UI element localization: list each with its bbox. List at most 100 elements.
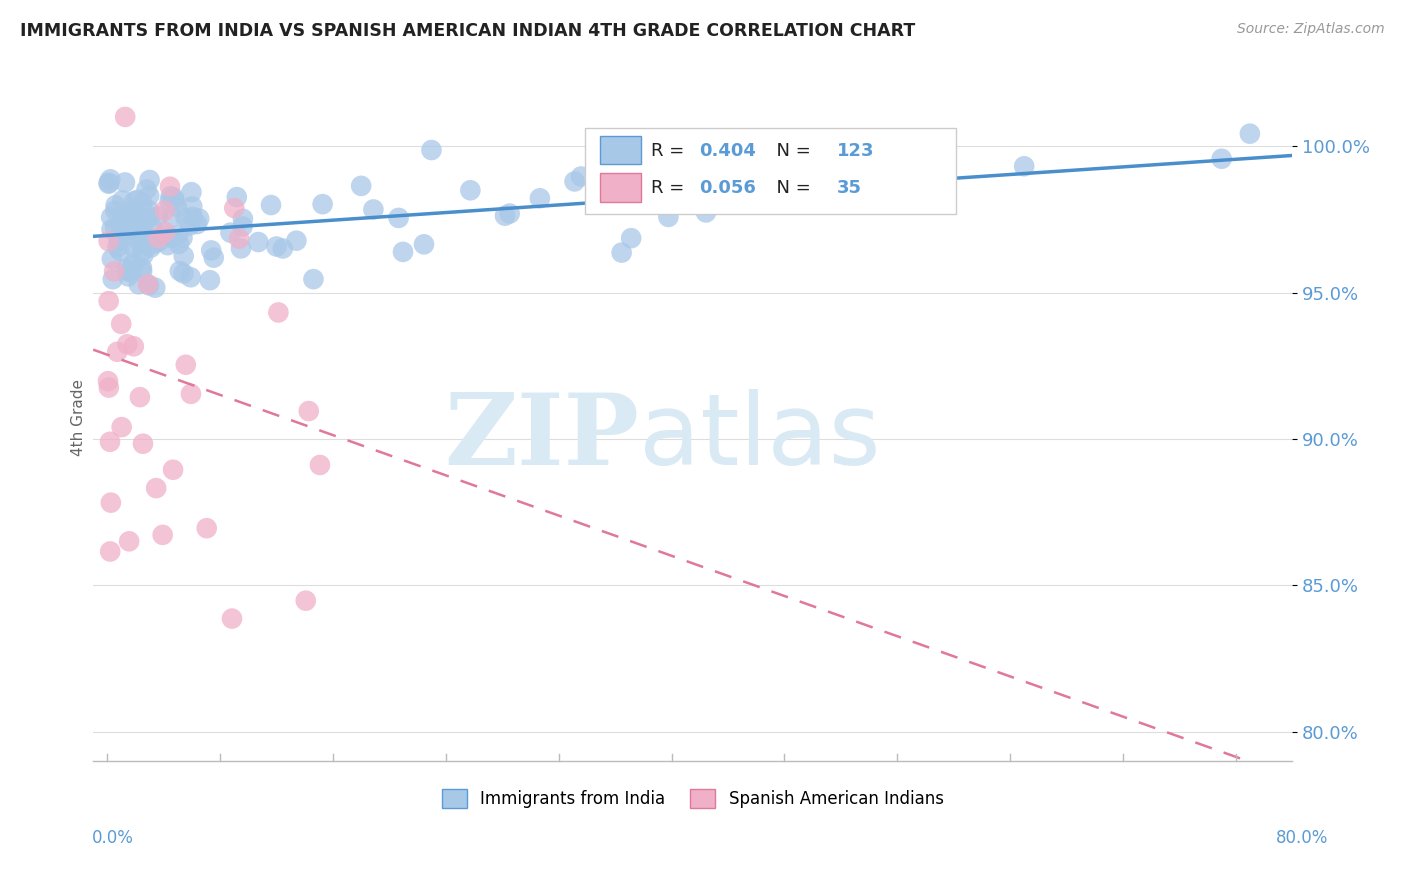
Point [1211,152,1233,166]
Point [110,244,132,259]
Text: R =: R = [651,142,690,160]
Point [695,205,717,219]
Point [229,242,252,256]
Point [350,178,373,193]
Point [174,358,197,372]
Point [111,420,134,434]
Point [100,252,122,266]
Point [135,237,157,252]
Point [122,257,145,271]
Point [121,211,143,225]
Point [200,244,222,258]
Point [181,199,204,213]
Point [163,194,186,208]
Point [260,198,283,212]
Point [131,260,153,275]
Point [97,176,120,190]
Point [1012,159,1035,173]
Point [172,231,194,245]
Point [98,544,121,558]
Point [97,294,120,309]
Point [657,210,679,224]
Text: ZIP: ZIP [444,389,638,486]
Point [135,182,157,196]
Point [232,219,254,234]
Point [159,189,181,203]
Point [138,278,160,293]
Point [117,228,139,243]
Point [195,521,218,535]
Point [110,226,132,240]
Point [132,248,155,262]
Text: atlas: atlas [638,389,880,486]
Point [111,207,134,221]
Point [311,197,333,211]
Text: N =: N = [765,142,815,160]
Point [219,226,242,240]
Point [117,269,139,284]
Point [174,211,197,225]
Point [202,251,225,265]
Point [392,244,415,259]
Point [104,203,127,218]
Point [97,234,120,248]
Point [271,242,294,256]
FancyBboxPatch shape [600,173,641,202]
Point [589,168,612,182]
Point [294,593,316,607]
Text: Source: ZipAtlas.com: Source: ZipAtlas.com [1237,22,1385,37]
Point [117,206,139,220]
Point [127,224,149,238]
Text: 35: 35 [837,179,862,197]
Point [247,235,270,249]
Point [122,258,145,272]
Point [97,381,120,395]
Text: 123: 123 [837,142,875,160]
Point [156,238,179,252]
Point [613,181,636,195]
Point [628,174,651,188]
Point [152,528,174,542]
FancyBboxPatch shape [585,128,956,214]
Point [309,458,332,472]
Point [98,434,121,449]
Point [100,495,122,509]
Point [160,231,183,245]
Point [100,210,122,224]
Point [128,277,150,292]
Text: 0.056: 0.056 [699,179,755,197]
Legend: Immigrants from India, Spanish American Indians: Immigrants from India, Spanish American … [434,782,950,814]
Point [228,232,250,246]
Point [148,235,170,249]
Point [460,183,482,197]
Point [232,211,254,226]
Point [267,305,290,319]
Point [127,233,149,247]
Point [285,234,308,248]
Point [181,210,204,224]
Point [266,239,288,253]
Point [387,211,409,225]
Point [145,481,167,495]
Point [124,194,146,208]
Point [129,216,152,230]
Point [104,220,127,235]
Point [120,209,142,223]
Point [117,264,139,278]
FancyBboxPatch shape [600,136,641,164]
Point [529,191,551,205]
Text: IMMIGRANTS FROM INDIA VS SPANISH AMERICAN INDIAN 4TH GRADE CORRELATION CHART: IMMIGRANTS FROM INDIA VS SPANISH AMERICA… [20,22,915,40]
Point [499,206,522,220]
Point [101,272,124,286]
Text: 0.404: 0.404 [699,142,755,160]
Point [153,228,176,243]
Point [624,179,647,194]
Point [127,193,149,207]
Point [97,374,120,388]
Point [110,317,132,331]
Point [132,216,155,230]
Point [179,219,201,233]
Point [166,200,188,214]
Point [224,201,246,215]
Point [198,273,221,287]
